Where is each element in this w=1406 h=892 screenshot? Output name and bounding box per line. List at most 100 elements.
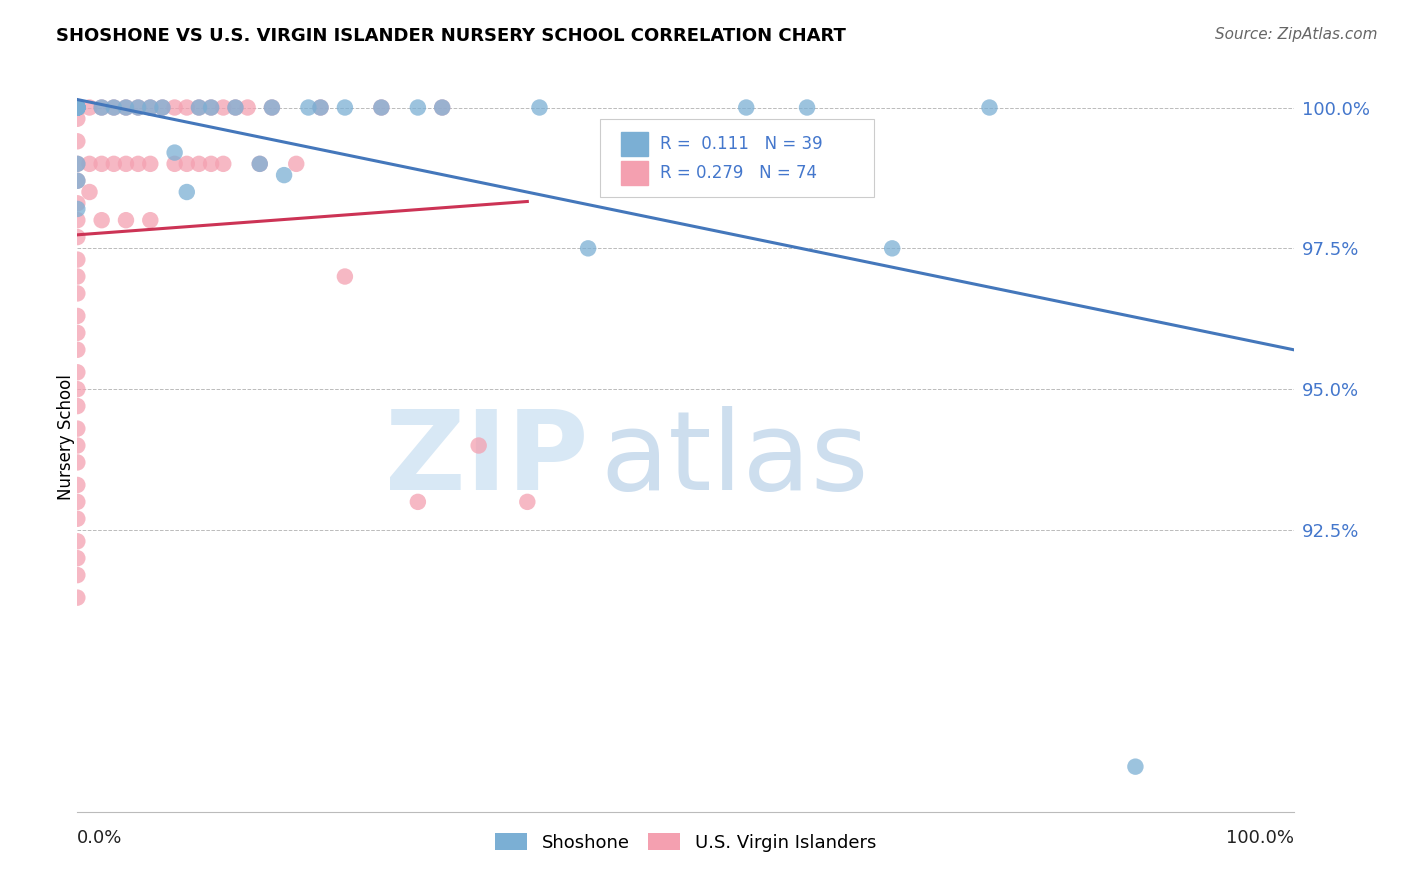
Point (882, 241, 904, 255)
Point (66, 112, 89, 126)
Point (66, 101, 89, 115)
Point (516, 495, 538, 509)
Point (66, 101, 89, 115)
Point (273, 168, 295, 182)
Point (90, 213, 112, 227)
Point (176, 185, 198, 199)
Text: Source: ZipAtlas.com: Source: ZipAtlas.com (1215, 27, 1378, 42)
Point (90, 101, 112, 115)
Point (66, 213, 89, 227)
Point (127, 157, 149, 171)
Point (66, 591, 89, 605)
FancyBboxPatch shape (621, 132, 648, 156)
Point (370, 101, 392, 115)
Point (66, 534, 89, 549)
Point (66, 230, 89, 244)
Text: 0.0%: 0.0% (77, 829, 122, 847)
Point (66, 478, 89, 492)
Text: 100.0%: 100.0% (1226, 829, 1294, 847)
Point (576, 241, 599, 255)
Point (152, 101, 174, 115)
Point (103, 101, 125, 115)
Point (79, 185, 101, 199)
Point (224, 101, 246, 115)
Point (200, 101, 222, 115)
Point (66, 101, 89, 115)
Point (163, 101, 186, 115)
Point (66, 202, 89, 216)
Point (66, 495, 89, 509)
Point (103, 101, 125, 115)
Point (66, 422, 89, 436)
Point (139, 101, 162, 115)
Point (66, 101, 89, 115)
Text: R = 0.279   N = 74: R = 0.279 N = 74 (659, 163, 817, 182)
Point (66, 101, 89, 115)
Legend: Shoshone, U.S. Virgin Islanders: Shoshone, U.S. Virgin Islanders (488, 826, 883, 859)
Point (127, 101, 149, 115)
Y-axis label: Nursery School: Nursery School (58, 374, 75, 500)
FancyBboxPatch shape (621, 161, 648, 185)
Point (66, 101, 89, 115)
Point (152, 101, 174, 115)
Text: SHOSHONE VS U.S. VIRGIN ISLANDER NURSERY SCHOOL CORRELATION CHART: SHOSHONE VS U.S. VIRGIN ISLANDER NURSERY… (56, 27, 846, 45)
Point (79, 157, 101, 171)
Point (66, 174, 89, 188)
Point (333, 269, 356, 284)
Point (212, 101, 235, 115)
Point (66, 101, 89, 115)
Point (66, 196, 89, 211)
Point (66, 551, 89, 566)
Point (188, 157, 211, 171)
Point (139, 101, 162, 115)
Point (430, 101, 453, 115)
Point (200, 101, 222, 115)
Point (66, 101, 89, 115)
Point (66, 101, 89, 115)
Point (309, 101, 332, 115)
Point (285, 157, 308, 171)
Point (66, 365, 89, 379)
Point (236, 101, 259, 115)
Point (224, 101, 246, 115)
Point (188, 101, 211, 115)
Point (163, 157, 186, 171)
Point (66, 101, 89, 115)
Point (735, 101, 758, 115)
Point (66, 101, 89, 115)
Point (467, 438, 489, 452)
Point (66, 101, 89, 115)
Point (66, 512, 89, 526)
Point (297, 101, 319, 115)
Point (66, 101, 89, 115)
Point (979, 101, 1001, 115)
Point (163, 145, 186, 160)
Point (260, 101, 283, 115)
Point (66, 309, 89, 323)
Point (430, 101, 453, 115)
Point (1125, 759, 1147, 773)
Point (249, 157, 271, 171)
Point (66, 101, 89, 115)
Point (115, 157, 138, 171)
Point (127, 101, 149, 115)
Point (66, 568, 89, 582)
Point (260, 101, 283, 115)
Point (115, 213, 138, 227)
Point (333, 101, 356, 115)
Text: ZIP: ZIP (385, 406, 588, 513)
Point (796, 101, 818, 115)
Point (370, 101, 392, 115)
Point (66, 326, 89, 340)
Point (188, 101, 211, 115)
Point (66, 286, 89, 301)
Point (406, 495, 429, 509)
Point (139, 213, 162, 227)
Point (66, 101, 89, 115)
Point (66, 343, 89, 357)
Point (66, 174, 89, 188)
Point (66, 399, 89, 413)
Point (66, 269, 89, 284)
Point (66, 455, 89, 469)
Text: atlas: atlas (600, 406, 869, 513)
